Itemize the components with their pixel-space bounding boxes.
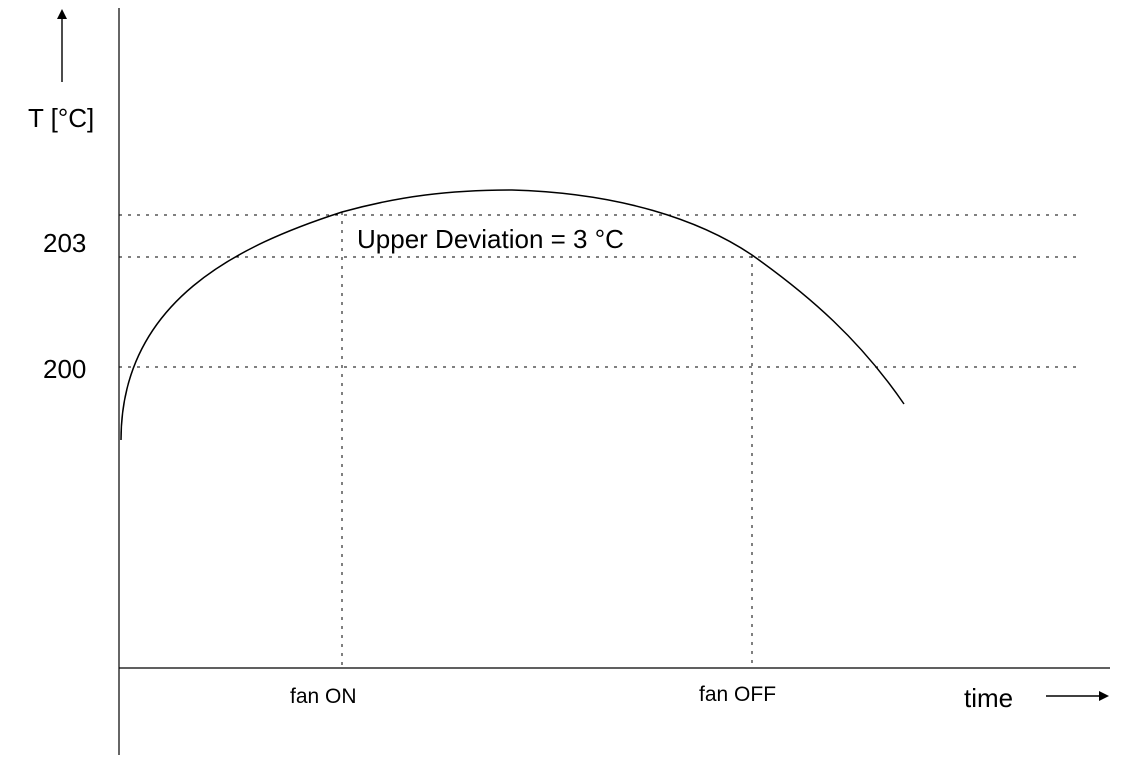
temperature-curve [120,189,905,441]
upper-deviation-annotation: Upper Deviation = 3 °C [357,224,624,254]
x-axis-label: time [964,683,1013,713]
y-tick-203: 203 [43,228,86,258]
y-axis-label: T [°C] [28,103,94,133]
fan-on-label: fan ON [290,685,357,708]
fan-off-label: fan OFF [699,683,776,706]
y-tick-200: 200 [43,354,86,384]
